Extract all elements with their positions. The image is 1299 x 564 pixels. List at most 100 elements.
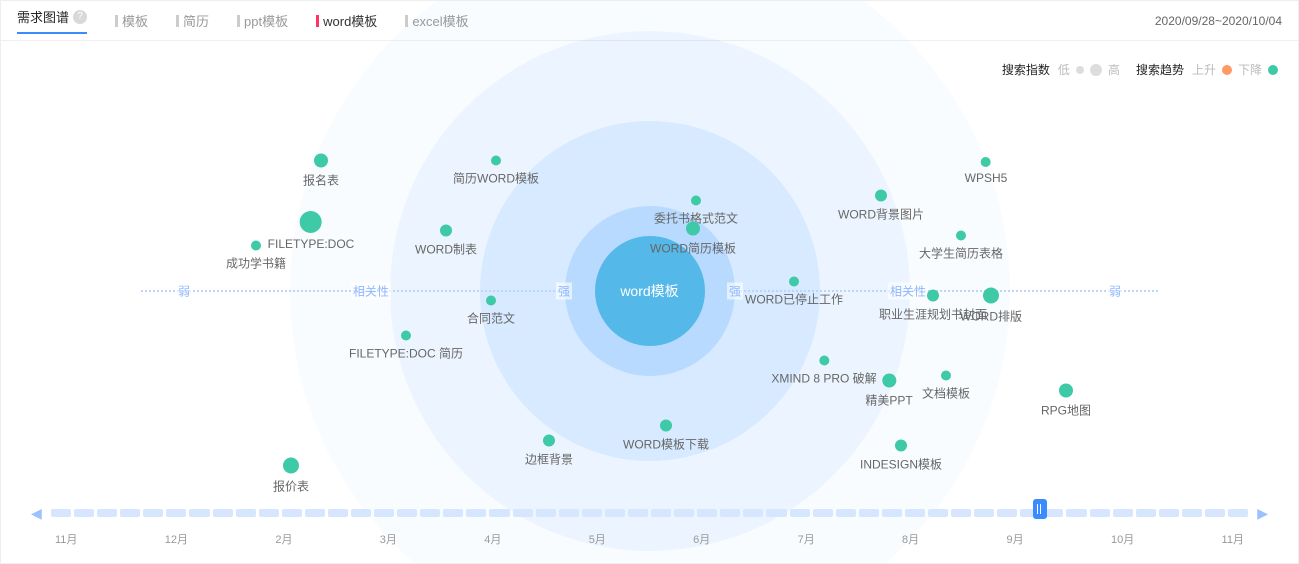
tab-bar-icon	[237, 15, 240, 27]
node-dot-icon	[927, 290, 939, 302]
sub-tab-0[interactable]: 模板	[115, 11, 148, 30]
node-dot-icon	[314, 154, 328, 168]
node-label: 大学生简历表格	[919, 245, 1003, 262]
main-tab-label: 需求图谱	[17, 7, 69, 26]
keyword-node[interactable]: 边框背景	[525, 435, 573, 468]
node-dot-icon	[486, 296, 496, 306]
keyword-node[interactable]: 简历WORD模板	[453, 156, 539, 187]
keyword-node[interactable]: 合同范文	[467, 296, 515, 327]
keyword-node[interactable]: FILETYPE:DOC 简历	[349, 331, 463, 362]
node-dot-icon	[440, 225, 452, 237]
legend: 搜索指数 低 高 搜索趋势 上升 下降	[1002, 61, 1278, 78]
keyword-node[interactable]: XMIND 8 PRO 破解	[771, 356, 876, 387]
node-dot-icon	[401, 331, 411, 341]
node-dot-icon	[660, 420, 672, 432]
timeline-month: 11月	[55, 531, 77, 547]
sub-tab-label: 模板	[122, 11, 148, 30]
timeline-next-icon[interactable]: ▶	[1257, 505, 1268, 522]
timeline-month: 4月	[484, 531, 501, 547]
keyword-node[interactable]: WORD模板下载	[623, 420, 709, 453]
legend-high: 高	[1108, 61, 1120, 78]
center-label: word模板	[620, 281, 678, 301]
tab-bar-icon	[115, 15, 118, 27]
legend-up: 上升	[1192, 61, 1216, 78]
legend-index-label: 搜索指数	[1002, 61, 1050, 78]
node-dot-icon	[491, 156, 501, 166]
keyword-node[interactable]: WORD制表	[415, 225, 477, 258]
date-range: 2020/09/28~2020/10/04	[1155, 14, 1282, 28]
timeline-month: 9月	[1007, 531, 1024, 547]
timeline-track[interactable]: ◀ ▶	[51, 503, 1248, 527]
keyword-node[interactable]: WORD背景图片	[838, 190, 924, 223]
keyword-node[interactable]: WORD已停止工作	[745, 277, 843, 308]
node-label: RPG地图	[1041, 402, 1091, 419]
keyword-node[interactable]: 大学生简历表格	[919, 231, 1003, 262]
low-dot-icon	[1076, 66, 1084, 74]
sub-tab-label: word模板	[323, 11, 377, 30]
keyword-node[interactable]: 成功学书籍	[226, 241, 286, 272]
axis-strong-right: 强	[727, 283, 743, 300]
axis-weak-right: 弱	[1107, 283, 1123, 300]
high-dot-icon	[1090, 64, 1102, 76]
timeline-segments	[51, 509, 1248, 517]
sub-tab-3[interactable]: word模板	[316, 11, 377, 30]
node-label: WORD排版	[960, 308, 1022, 325]
node-label: 成功学书籍	[226, 255, 286, 272]
keyword-node[interactable]: 报价表	[273, 458, 309, 495]
node-dot-icon	[875, 190, 887, 202]
keyword-node[interactable]: 精美PPT	[865, 374, 912, 409]
timeline-prev-icon[interactable]: ◀	[31, 505, 42, 522]
node-dot-icon	[819, 356, 829, 366]
main-tab[interactable]: 需求图谱 ?	[17, 7, 87, 34]
axis-weak-left: 弱	[176, 283, 192, 300]
sub-tab-label: ppt模板	[244, 11, 288, 30]
timeline-month: 10月	[1111, 531, 1134, 547]
timeline-handle[interactable]	[1033, 499, 1047, 519]
keyword-node[interactable]: RPG地图	[1041, 384, 1091, 419]
node-label: 文档模板	[922, 385, 970, 402]
node-label: WORD制表	[415, 241, 477, 258]
sub-tab-2[interactable]: ppt模板	[237, 11, 288, 30]
node-dot-icon	[895, 440, 907, 452]
down-dot-icon	[1268, 65, 1278, 75]
sub-tab-1[interactable]: 简历	[176, 11, 209, 30]
node-dot-icon	[691, 196, 701, 206]
node-dot-icon	[283, 458, 299, 474]
timeline-labels: 11月12月2月3月4月5月6月7月8月9月10月11月	[51, 531, 1248, 547]
node-label: INDESIGN模板	[860, 456, 942, 473]
legend-down: 下降	[1238, 61, 1262, 78]
timeline-month: 8月	[902, 531, 919, 547]
keyword-node[interactable]: 报名表	[303, 154, 339, 189]
node-label: 报价表	[273, 478, 309, 495]
timeline-month: 6月	[693, 531, 710, 547]
node-label: WORD背景图片	[838, 206, 924, 223]
radial-chart: 弱 相关性 强 强 相关性 弱 word模板 报名表FILETYPE:DOC成功…	[1, 81, 1298, 501]
tab-bar-icon	[176, 15, 179, 27]
node-label: FILETYPE:DOC 简历	[349, 345, 463, 362]
node-label: WORD模板下载	[623, 436, 709, 453]
legend-trend-label: 搜索趋势	[1136, 61, 1184, 78]
keyword-node[interactable]: INDESIGN模板	[860, 440, 942, 473]
legend-low: 低	[1058, 61, 1070, 78]
node-dot-icon	[300, 211, 322, 233]
keyword-node[interactable]: WORD简历模板	[650, 222, 736, 257]
node-dot-icon	[789, 277, 799, 287]
node-label: WPSH5	[965, 171, 1008, 185]
node-dot-icon	[1059, 384, 1073, 398]
demand-graph-panel: 需求图谱 ? 模板简历ppt模板word模板excel模板 2020/09/28…	[0, 0, 1299, 564]
node-label: 简历WORD模板	[453, 170, 539, 187]
timeline-month: 3月	[380, 531, 397, 547]
sub-tab-label: 简历	[183, 11, 209, 30]
timeline: ◀ ▶ 11月12月2月3月4月5月6月7月8月9月10月11月	[1, 503, 1298, 547]
timeline-month: 2月	[275, 531, 292, 547]
up-dot-icon	[1222, 65, 1232, 75]
tab-bar-icon	[316, 15, 319, 27]
node-dot-icon	[983, 288, 999, 304]
node-label: WORD已停止工作	[745, 291, 843, 308]
timeline-month: 11月	[1222, 531, 1244, 547]
keyword-node[interactable]: WORD排版	[960, 288, 1022, 325]
help-icon[interactable]: ?	[73, 10, 87, 24]
keyword-node[interactable]: WPSH5	[965, 157, 1008, 185]
node-dot-icon	[251, 241, 261, 251]
keyword-node[interactable]: 文档模板	[922, 371, 970, 402]
